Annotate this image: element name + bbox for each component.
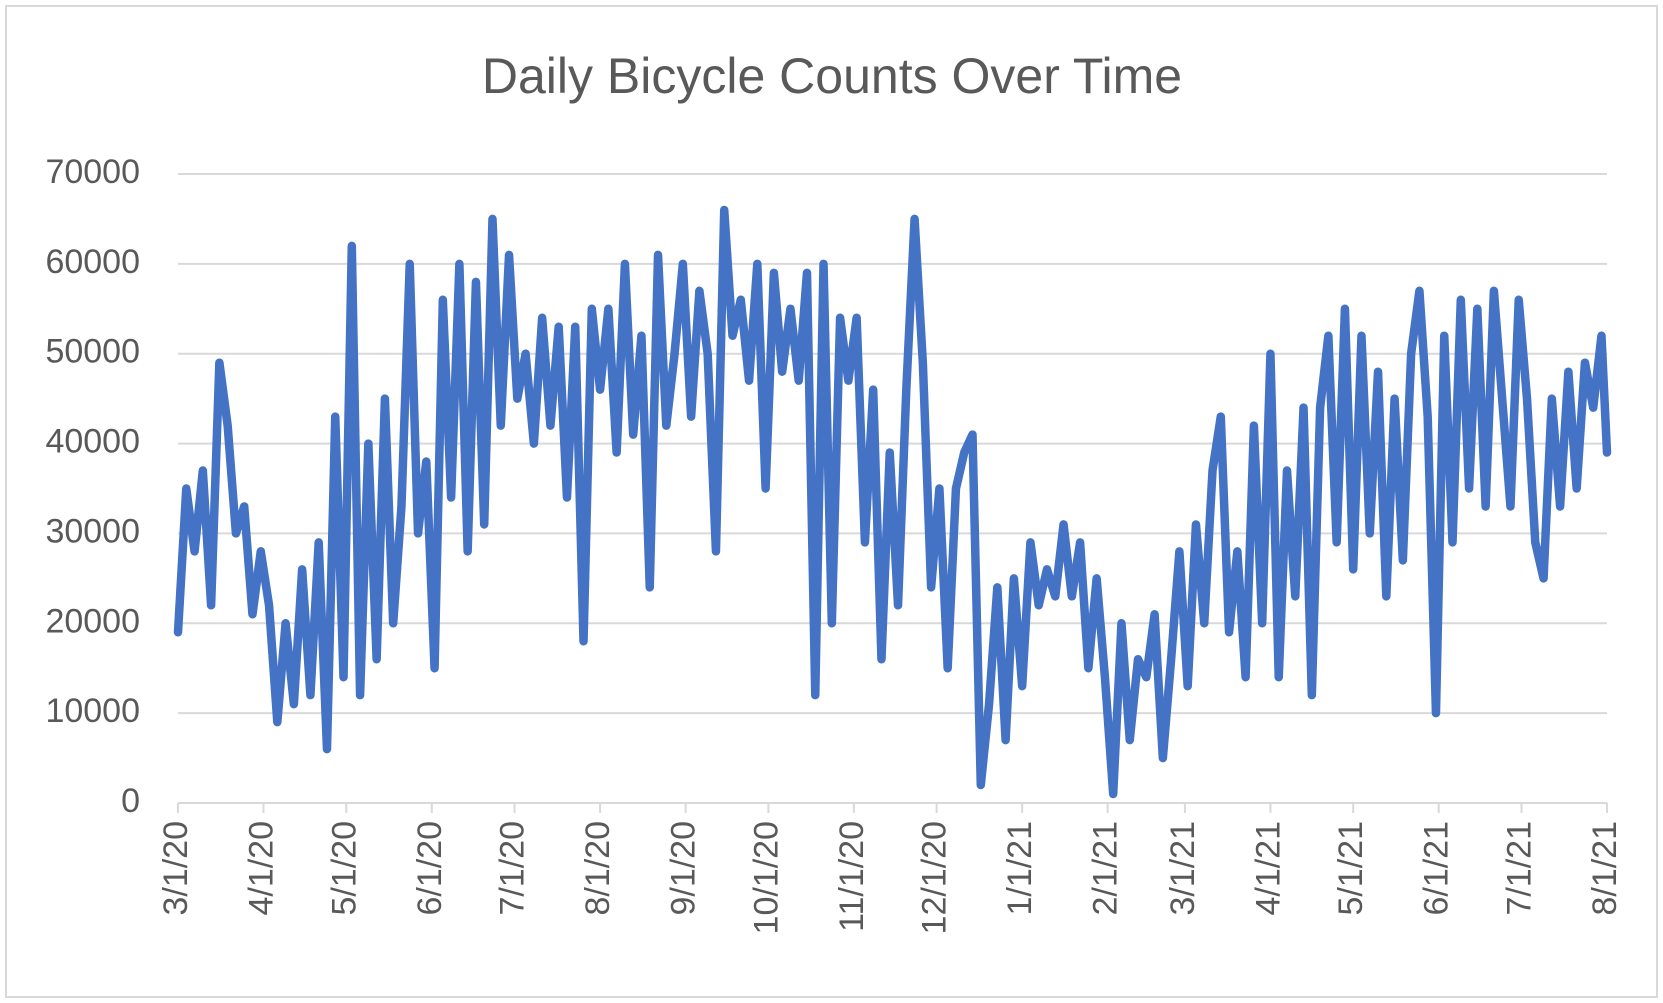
x-tick-label: 5/1/20: [325, 821, 363, 916]
x-tick-label: 6/1/20: [411, 821, 449, 916]
x-tick-label: 12/1/20: [916, 821, 954, 934]
x-tick-label: 8/1/20: [579, 821, 617, 916]
chart-title: Daily Bicycle Counts Over Time: [482, 48, 1182, 104]
x-tick-label: 4/1/20: [243, 821, 281, 916]
x-tick-label: 1/1/21: [1001, 821, 1039, 916]
y-tick-label: 60000: [45, 243, 140, 281]
y-tick-label: 30000: [45, 512, 140, 550]
y-tick-label: 40000: [45, 423, 140, 461]
y-tick-label: 20000: [45, 602, 140, 640]
y-tick-label: 50000: [45, 333, 140, 371]
y-tick-label: 0: [121, 782, 140, 820]
x-tick-label: 11/1/20: [833, 821, 871, 932]
x-tick-label: 9/1/20: [665, 821, 703, 916]
x-tick-label: 7/1/21: [1500, 821, 1538, 916]
x-tick-label: 5/1/21: [1332, 821, 1370, 916]
x-tick-label: 2/1/21: [1087, 821, 1125, 916]
x-tick-label: 10/1/20: [747, 821, 785, 934]
y-tick-label: 10000: [45, 692, 140, 730]
data-line: [173, 205, 1612, 799]
x-tick-label: 7/1/20: [494, 821, 532, 916]
x-tick-label: 6/1/21: [1418, 821, 1456, 916]
y-tick-label: 70000: [45, 153, 140, 191]
x-tick-label: 8/1/21: [1586, 821, 1624, 916]
x-tick-label: 4/1/21: [1249, 821, 1287, 916]
x-tick-label: 3/1/20: [157, 821, 195, 916]
x-tick-label: 3/1/21: [1164, 821, 1202, 916]
